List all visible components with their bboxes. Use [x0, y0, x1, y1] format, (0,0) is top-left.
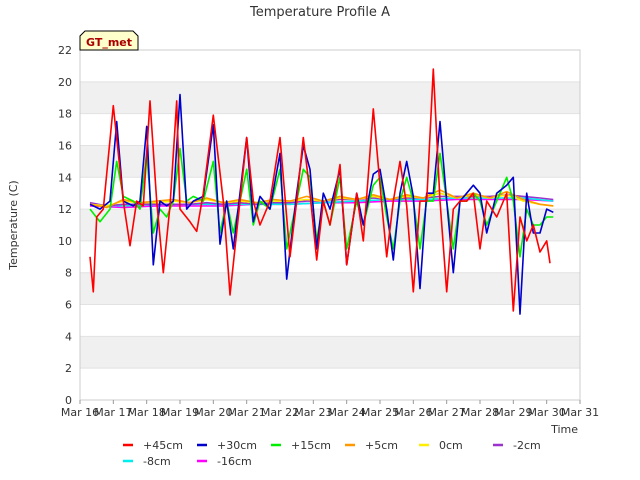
legend-label: -2cm [513, 439, 541, 452]
x-tick-label: Mar 17 [94, 406, 132, 419]
grid-band [80, 145, 580, 178]
x-tick-label: Mar 31 [561, 406, 599, 419]
x-tick-label: Mar 23 [294, 406, 332, 419]
y-tick-label: 2 [65, 362, 72, 375]
grid-band [80, 336, 580, 369]
x-tick-label: Mar 25 [361, 406, 399, 419]
grid-band [80, 113, 580, 146]
legend-label: +5cm [365, 439, 398, 452]
legend-label: -8cm [143, 455, 171, 468]
grid-band [80, 81, 580, 114]
y-tick-label: 18 [58, 108, 72, 121]
y-tick-label: 6 [65, 299, 72, 312]
y-tick-label: 22 [58, 44, 72, 57]
legend-label: +45cm [143, 439, 183, 452]
series-layer [89, 68, 554, 315]
x-tick-label: Mar 27 [428, 406, 466, 419]
y-tick-label: 20 [58, 76, 72, 89]
x-axis-label: Time [550, 423, 578, 436]
x-tick-label: Mar 28 [461, 406, 499, 419]
y-tick-label: 8 [65, 267, 72, 280]
series-line-+45cm [89, 68, 551, 312]
grid-band [80, 304, 580, 337]
grid-band [80, 50, 580, 82]
x-tick-label: Mar 20 [194, 406, 232, 419]
y-tick-label: 0 [65, 394, 72, 407]
grid-band [80, 368, 580, 400]
x-tick-label: Mar 21 [228, 406, 266, 419]
x-tick-label: Mar 16 [61, 406, 99, 419]
x-tick-label: Mar 29 [494, 406, 532, 419]
annotation-box: GT_met [79, 30, 139, 51]
y-tick-label: 10 [58, 235, 72, 248]
legend-label: +15cm [291, 439, 331, 452]
y-tick-label: 14 [58, 171, 72, 184]
legend: +45cm +30cm +15cm +5cm 0cm -2cm -8cm -16cm [123, 439, 541, 468]
grid-band [80, 272, 580, 305]
x-tick-label: Mar 22 [261, 406, 299, 419]
legend-label: +30cm [217, 439, 257, 452]
x-tick-label: Mar 19 [161, 406, 199, 419]
legend-label: 0cm [439, 439, 463, 452]
y-tick-label: 16 [58, 139, 72, 152]
y-axis-ticks: 0 2 4 6 8 10 12 14 16 18 20 22 [58, 44, 72, 407]
y-tick-label: 4 [65, 330, 72, 343]
x-tick-label: Mar 30 [528, 406, 566, 419]
x-tick-label: Mar 26 [394, 406, 432, 419]
annotation-text: GT_met [86, 36, 132, 49]
y-axis-label: Temperature (C) [7, 180, 20, 270]
x-tick-label: Mar 24 [328, 406, 366, 419]
plot-frame [79, 49, 581, 401]
plot-background-bands [80, 49, 580, 401]
x-tick-label: Mar 18 [128, 406, 166, 419]
legend-label: -16cm [217, 455, 252, 468]
chart-title: Temperature Profile A [249, 5, 390, 20]
annotation-box-shape [79, 30, 139, 51]
y-tick-label: 12 [58, 203, 72, 216]
